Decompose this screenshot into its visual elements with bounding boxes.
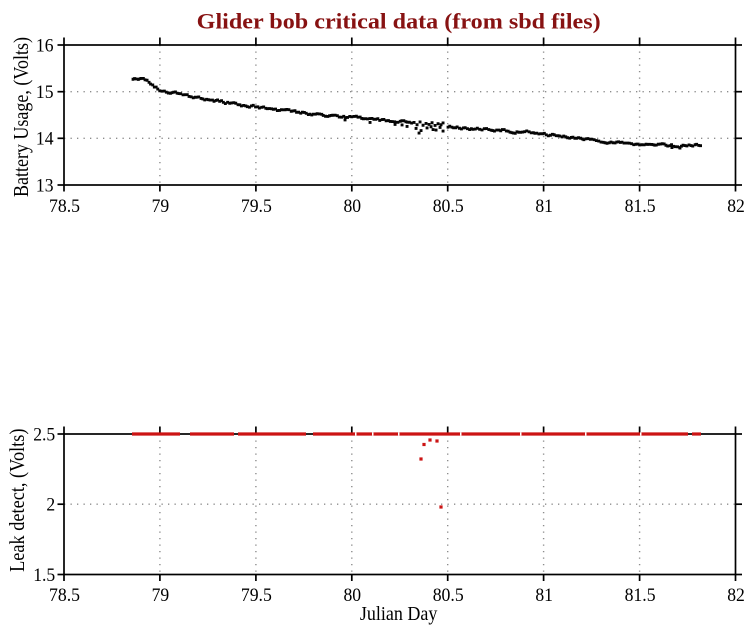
- svg-text:14: 14: [36, 129, 54, 150]
- svg-text:82: 82: [727, 585, 745, 606]
- svg-text:Julian Day: Julian Day: [360, 604, 438, 625]
- svg-text:81: 81: [535, 196, 553, 217]
- svg-text:15: 15: [36, 82, 54, 103]
- svg-text:16: 16: [36, 35, 54, 56]
- svg-text:81.5: 81.5: [625, 585, 656, 606]
- svg-text:78.5: 78.5: [49, 196, 80, 217]
- svg-text:78.5: 78.5: [49, 585, 80, 606]
- svg-text:79.5: 79.5: [241, 585, 272, 606]
- svg-text:1.5: 1.5: [33, 565, 55, 586]
- svg-text:81: 81: [535, 585, 553, 606]
- svg-text:Leak detect, (Volts): Leak detect, (Volts): [6, 428, 29, 571]
- svg-text:79.5: 79.5: [241, 196, 272, 217]
- svg-text:13: 13: [36, 175, 54, 196]
- svg-text:80: 80: [343, 585, 361, 606]
- svg-text:82: 82: [727, 196, 745, 217]
- svg-text:80.5: 80.5: [433, 196, 464, 217]
- svg-text:79: 79: [152, 196, 170, 217]
- svg-text:Glider bob critical data (from: Glider bob critical data (from sbd files…: [197, 10, 601, 34]
- svg-text:2: 2: [46, 495, 55, 516]
- svg-text:80: 80: [343, 196, 361, 217]
- svg-text:81.5: 81.5: [625, 196, 656, 217]
- svg-text:80.5: 80.5: [433, 585, 464, 606]
- svg-text:Battery Usage, (Volts): Battery Usage, (Volts): [10, 37, 33, 197]
- svg-text:79: 79: [152, 585, 170, 606]
- svg-text:2.5: 2.5: [33, 424, 55, 445]
